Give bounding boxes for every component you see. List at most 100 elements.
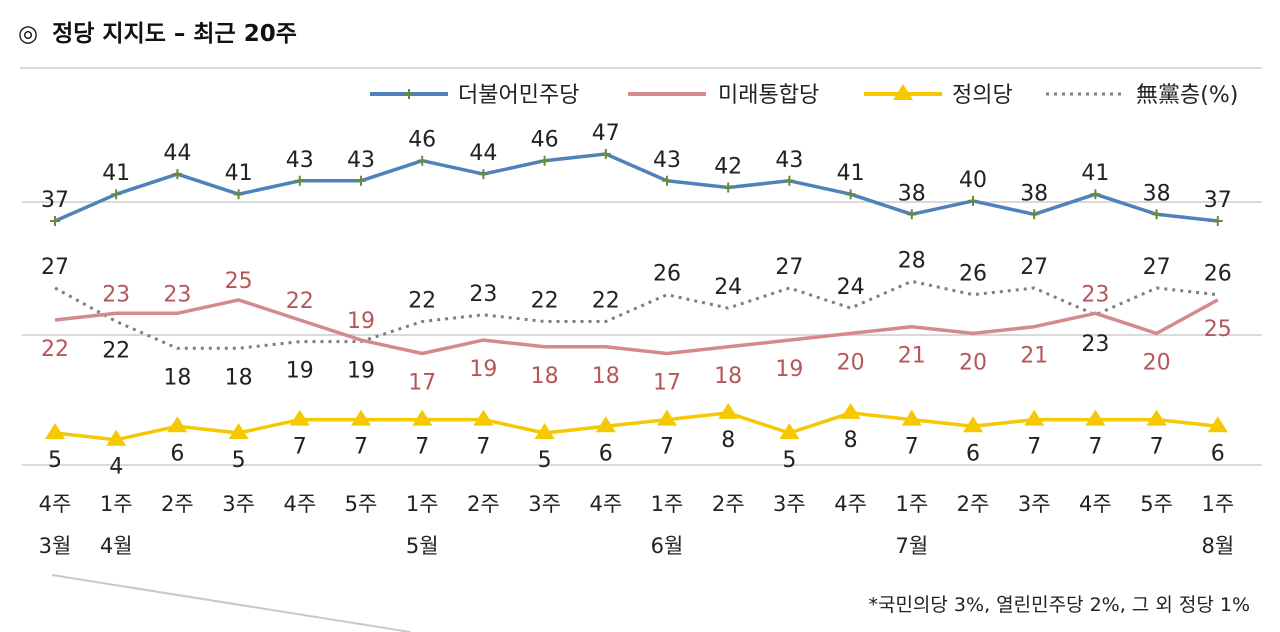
data-point	[901, 409, 922, 426]
data-label: 38	[1020, 181, 1048, 206]
data-point	[723, 182, 734, 193]
x-axis: 4주 1주 2주 3주 4주 5주 1주 2주 3주 4주 1주 2주 3주 4주 1주 2주 3주 4주 5주 1주…	[39, 492, 1234, 558]
data-point	[534, 423, 555, 439]
data-point	[779, 423, 800, 439]
x-tick-label: 4주	[589, 492, 622, 516]
data-point	[657, 409, 677, 426]
x-tick-label: 3주	[773, 492, 806, 516]
data-point	[111, 189, 122, 200]
data-label: 18	[163, 365, 191, 390]
data-point	[784, 175, 795, 186]
data-label: 40	[959, 168, 987, 193]
data-label: 27	[775, 255, 803, 280]
data-label: 8	[844, 428, 858, 453]
data-label: 5	[538, 448, 552, 473]
series-line	[54, 298, 1219, 356]
data-label: 26	[959, 262, 987, 287]
data-point	[473, 409, 494, 426]
data-point	[172, 169, 183, 180]
data-point	[1207, 416, 1228, 433]
data-label: 23	[1081, 332, 1109, 357]
data-point	[233, 189, 244, 200]
data-point	[356, 175, 366, 186]
month-label: 7월	[895, 534, 928, 558]
legend: 더불어민주당 미래통합당 정의당 無黨층(%)	[370, 83, 1238, 108]
data-label: 23	[469, 282, 497, 307]
x-tick-label: 1주	[895, 492, 928, 516]
data-label: 41	[837, 161, 865, 186]
data-label: 7	[354, 435, 368, 460]
x-tick-label: 5주	[345, 492, 378, 516]
data-label: 26	[1204, 262, 1232, 287]
data-label: 5	[232, 448, 246, 473]
data-point	[539, 155, 550, 166]
data-label: 7	[415, 435, 429, 460]
x-tick-label: 4주	[834, 492, 867, 516]
data-label: 18	[714, 364, 742, 389]
footnote: *국민의당 3%, 열린민주당 2%, 그 외 정당 1%	[868, 594, 1250, 616]
data-label: 28	[898, 248, 926, 273]
data-label: 19	[347, 309, 375, 334]
data-label: 19	[775, 357, 803, 382]
data-point	[106, 429, 127, 446]
legend-label: 無黨층(%)	[1136, 83, 1238, 108]
data-labels: 37 5 27 22 41 4 23 22 44 6 23 18 41 5 25 18 43 7 22 19 43 7 19…	[41, 121, 1232, 480]
month-label: 3월	[39, 534, 72, 558]
data-label: 6	[599, 441, 613, 466]
legend-label: 미래통합당	[718, 83, 819, 108]
series-line	[54, 411, 1218, 442]
data-label: 7	[660, 435, 674, 460]
legend-label: 정의당	[952, 83, 1013, 108]
legend-plus-marker	[404, 89, 414, 99]
data-point	[1024, 409, 1045, 426]
data-point	[45, 423, 65, 439]
data-label: 7	[1027, 435, 1041, 460]
x-tick-label: 1주	[1201, 492, 1234, 516]
data-label: 5	[782, 448, 796, 473]
x-tick-label: 4주	[1079, 492, 1112, 516]
data-point	[1029, 209, 1040, 220]
data-point	[1090, 189, 1101, 200]
month-label: 8월	[1201, 534, 1234, 558]
data-point	[595, 416, 616, 433]
series-layer	[45, 149, 1228, 446]
x-tick-label: 2주	[712, 492, 745, 516]
data-point	[50, 216, 60, 226]
data-label: 42	[714, 155, 742, 180]
data-label: 41	[1081, 161, 1109, 186]
legend-label: 더불어민주당	[458, 83, 579, 108]
data-point	[1146, 409, 1167, 426]
x-tick-label: 5주	[1140, 492, 1173, 516]
data-label: 18	[531, 364, 559, 389]
data-point	[718, 402, 739, 419]
data-point	[412, 409, 433, 426]
series-line	[54, 279, 1218, 350]
data-label: 7	[905, 435, 919, 460]
data-label: 22	[592, 289, 620, 314]
data-label: 22	[102, 339, 130, 364]
data-point	[1151, 209, 1162, 220]
data-point	[1212, 216, 1223, 226]
data-label: 43	[653, 148, 681, 173]
data-point	[351, 409, 371, 426]
data-label: 19	[469, 357, 497, 382]
data-label: 5	[48, 448, 62, 473]
data-label: 22	[531, 289, 559, 314]
data-label: 25	[1204, 317, 1232, 342]
x-tick-label: 3주	[528, 492, 561, 516]
grid-lines	[22, 201, 1262, 466]
data-label: 25	[225, 269, 253, 294]
data-point	[963, 416, 983, 433]
data-label: 37	[1204, 188, 1232, 213]
data-label: 41	[225, 161, 253, 186]
data-label: 20	[1143, 350, 1171, 375]
month-label: 6월	[651, 534, 684, 558]
data-label: 23	[163, 282, 191, 307]
x-tick-label: 2주	[467, 492, 500, 516]
data-label: 6	[170, 441, 184, 466]
data-point	[1085, 409, 1106, 426]
chart-title: 정당 지지도 – 최근 20주	[52, 21, 297, 47]
data-label: 18	[592, 364, 620, 389]
data-label: 21	[898, 344, 926, 369]
